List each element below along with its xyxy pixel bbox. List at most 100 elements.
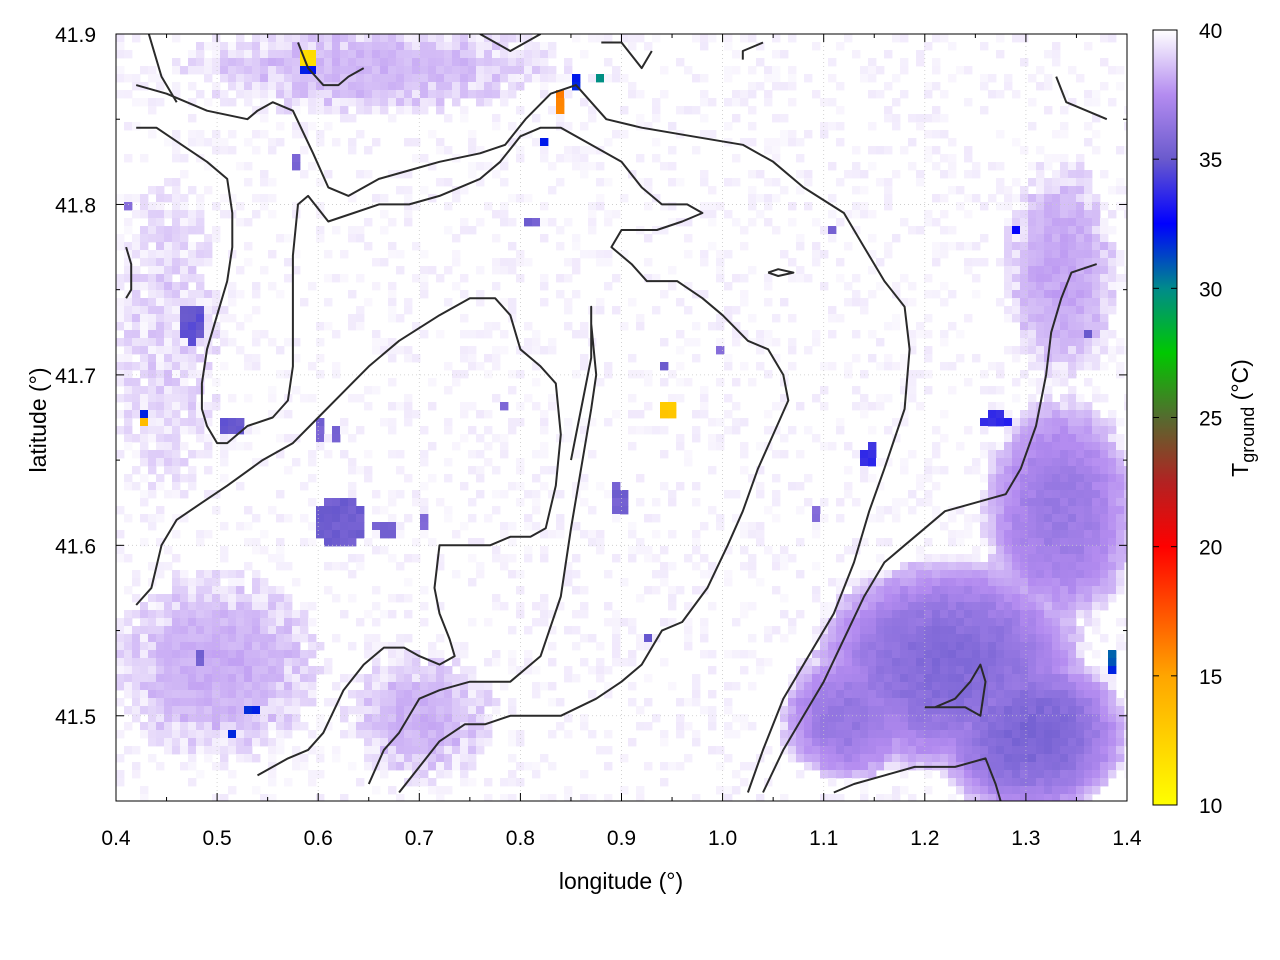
heatmap-cell <box>188 210 197 219</box>
heatmap-cell <box>180 234 189 243</box>
heatmap-cell <box>236 322 245 331</box>
heatmap-cell <box>852 746 861 755</box>
heatmap-cell <box>964 258 973 267</box>
heatmap-cell <box>1060 682 1069 691</box>
heatmap-cell <box>1036 82 1045 91</box>
heatmap-cell <box>484 98 493 107</box>
heatmap-cell <box>652 274 661 283</box>
heatmap-cell <box>252 546 261 555</box>
heatmap-cell <box>164 386 173 395</box>
heatmap-cell <box>140 426 149 435</box>
heatmap-cell <box>500 258 509 267</box>
heatmap-cell <box>396 314 405 323</box>
heatmap-cell <box>1020 450 1029 459</box>
heatmap-cell <box>1020 298 1029 307</box>
heatmap-cell <box>1052 354 1061 363</box>
heatmap-cell <box>228 706 237 715</box>
heatmap-cell <box>1044 586 1053 595</box>
heatmap-cell <box>212 202 221 211</box>
heatmap-cell <box>132 402 141 411</box>
heatmap-cell <box>756 338 765 347</box>
heatmap-cell <box>124 330 133 339</box>
heatmap-cell <box>860 394 869 403</box>
heatmap-cell <box>932 602 941 611</box>
heatmap-cell <box>244 98 253 107</box>
heatmap-cell <box>924 354 933 363</box>
heatmap-cell <box>132 290 141 299</box>
heatmap-cell <box>1036 698 1045 707</box>
heatmap-cell <box>1036 586 1045 595</box>
heatmap-cell <box>1044 754 1053 763</box>
heatmap-cell <box>292 42 301 51</box>
heatmap-cell <box>308 650 317 659</box>
heatmap-cell <box>724 754 733 763</box>
heatmap-cell <box>1044 178 1053 187</box>
heatmap-cell <box>252 650 261 659</box>
heatmap-cell <box>252 58 261 67</box>
heatmap-cell <box>316 514 325 523</box>
heatmap-cell <box>364 698 373 707</box>
heatmap-cell <box>252 338 261 347</box>
heatmap-cell <box>260 546 269 555</box>
heatmap-cell <box>468 754 477 763</box>
heatmap-cell <box>908 138 917 147</box>
heatmap-cell <box>460 682 469 691</box>
heatmap-cell <box>860 706 869 715</box>
heatmap-cell <box>228 658 237 667</box>
heatmap-cell <box>196 650 205 659</box>
heatmap-cell <box>508 754 517 763</box>
heatmap-cell <box>244 162 253 171</box>
heatmap-cell <box>1060 474 1069 483</box>
heatmap-cell <box>244 626 253 635</box>
heatmap-cell <box>868 90 877 99</box>
heatmap-cell <box>1028 738 1037 747</box>
heatmap-cell <box>420 738 429 747</box>
heatmap-cell <box>620 618 629 627</box>
heatmap-cell <box>740 466 749 475</box>
heatmap-cell <box>236 426 245 435</box>
heatmap-cell <box>876 402 885 411</box>
heatmap-cell <box>1028 714 1037 723</box>
heatmap-cell <box>140 682 149 691</box>
heatmap-cell <box>148 650 157 659</box>
heatmap-cell <box>276 290 285 299</box>
heatmap-cell <box>596 194 605 203</box>
heatmap-cell <box>772 586 781 595</box>
heatmap-cell <box>428 714 437 723</box>
heatmap-cell <box>196 314 205 323</box>
heatmap-cell <box>972 162 981 171</box>
heatmap-cell <box>332 66 341 75</box>
heatmap-cell <box>388 66 397 75</box>
heatmap-cell <box>668 530 677 539</box>
heatmap-cell <box>724 722 733 731</box>
heatmap-cell <box>420 74 429 83</box>
heatmap-cell <box>988 642 997 651</box>
heatmap-cell <box>244 138 253 147</box>
heatmap-cell <box>188 450 197 459</box>
heatmap-cell <box>1084 42 1093 51</box>
heatmap-cell <box>316 770 325 779</box>
heatmap-cell <box>508 34 517 43</box>
heatmap-cell <box>444 82 453 91</box>
heatmap-cell <box>156 690 165 699</box>
heatmap-cell <box>884 242 893 251</box>
heatmap-cell <box>988 74 997 83</box>
heatmap-cell <box>996 562 1005 571</box>
heatmap-cell <box>916 594 925 603</box>
heatmap-cell <box>1076 290 1085 299</box>
heatmap-cell <box>660 738 669 747</box>
heatmap-cell <box>116 618 125 627</box>
heatmap-cell <box>1012 194 1021 203</box>
heatmap-cell <box>908 394 917 403</box>
heatmap-cell <box>884 322 893 331</box>
heatmap-cell <box>196 282 205 291</box>
heatmap-cell <box>284 466 293 475</box>
heatmap-cell <box>180 314 189 323</box>
heatmap-cell <box>468 146 477 155</box>
heatmap-cell <box>332 330 341 339</box>
heatmap-cell <box>180 266 189 275</box>
heatmap-cell <box>180 170 189 179</box>
heatmap-cell <box>676 730 685 739</box>
heatmap-cell <box>908 682 917 691</box>
heatmap-cell <box>452 738 461 747</box>
